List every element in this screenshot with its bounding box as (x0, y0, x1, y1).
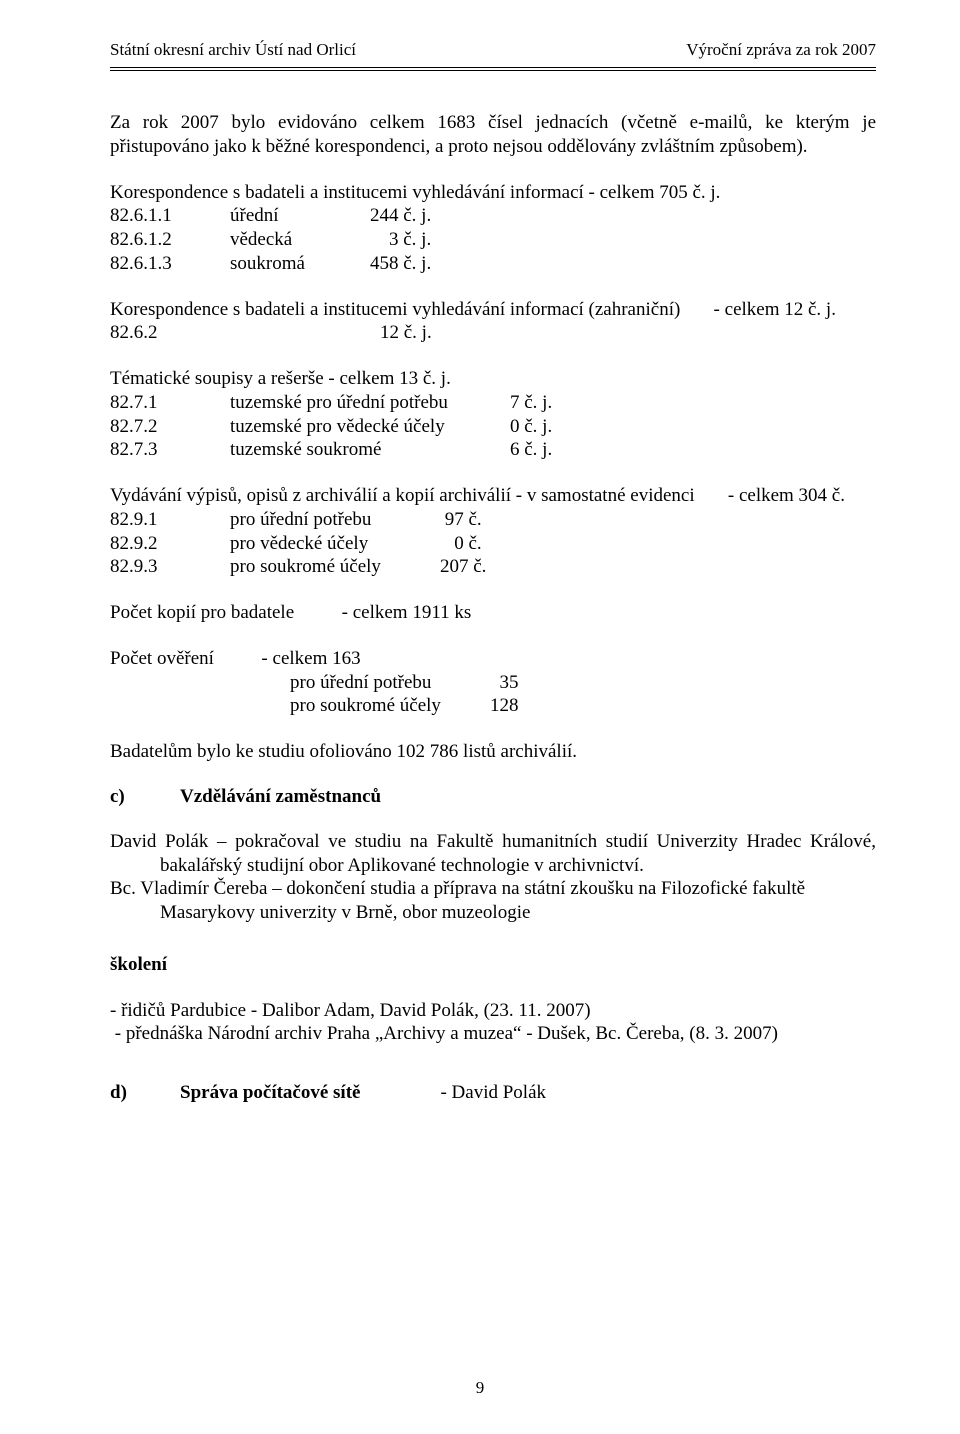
count: 97 č. (440, 508, 482, 532)
code: 82.6.1.2 (110, 228, 230, 252)
count: 244 č. j. (370, 204, 431, 228)
list-item: 82.6.1.3 soukromá 458 č. j. (110, 252, 876, 276)
section-title: Správa počítačové sítě (180, 1082, 360, 1104)
count: 3 č. j. (370, 228, 431, 252)
list-item: 82.6.1.1 úřední 244 č. j. (110, 204, 876, 228)
list-item: 82.7.3 tuzemské soukromé 6 č. j. (110, 438, 876, 462)
label: pro soukromé účely (290, 694, 490, 718)
label: tuzemské pro vědecké účely (230, 415, 510, 439)
skoleni-title: školení (110, 953, 876, 977)
label: pro úřední potřebu (230, 508, 440, 532)
list-item: pro úřední potřebu 35 (110, 671, 876, 695)
section-title: Vzdělávání zaměstnanců (180, 786, 381, 808)
code: 82.6.1.1 (110, 204, 230, 228)
code: 82.6.2 (110, 321, 230, 345)
page: Státní okresní archiv Ústí nad Orlicí Vý… (0, 0, 960, 1434)
skoleni-list: - řidičů Pardubice - Dalibor Adam, David… (110, 999, 876, 1047)
code: 82.9.1 (110, 508, 230, 532)
label: pro soukromé účely (230, 555, 440, 579)
label (230, 321, 380, 345)
t-title: Tématické soupisy a rešerše - celkem 13 … (110, 367, 876, 391)
section-label: c) (110, 786, 180, 808)
header-rule-1 (110, 67, 876, 68)
code: 82.9.3 (110, 555, 230, 579)
section-d-head: d) Správa počítačové sítě - David Polák (110, 1082, 876, 1104)
intro-paragraph: Za rok 2007 bylo evidováno celkem 1683 č… (110, 111, 876, 159)
count: 35 (490, 671, 519, 695)
label: úřední (230, 204, 370, 228)
label: soukromá (230, 252, 370, 276)
label: tuzemské pro úřední potřebu (230, 391, 510, 415)
label: tuzemské soukromé (230, 438, 510, 462)
list-item: 82.6.2 12 č. j. (110, 321, 876, 345)
code: 82.6.1.3 (110, 252, 230, 276)
count: 0 č. j. (510, 415, 552, 439)
count: 0 č. (440, 532, 482, 556)
label: pro vědecké účely (230, 532, 440, 556)
v-title: Vydávání výpisů, opisů z archiválií a ko… (110, 484, 876, 508)
count: 128 (490, 694, 519, 718)
section-c-head: c) Vzdělávání zaměstnanců (110, 786, 876, 808)
overeni-head: Počet ověření - celkem 163 (110, 647, 876, 671)
skoleni-line-2: - přednáška Národní archiv Praha „Archiv… (110, 1022, 876, 1046)
korespondence-domestic: Korespondence s badateli a institucemi v… (110, 181, 876, 276)
count: 7 č. j. (510, 391, 552, 415)
list-item: 82.7.2 tuzemské pro vědecké účely 0 č. j… (110, 415, 876, 439)
k2-title: Korespondence s badateli a institucemi v… (110, 298, 876, 322)
count: 12 č. j. (380, 321, 432, 345)
code: 82.7.3 (110, 438, 230, 462)
korespondence-foreign: Korespondence s badateli a institucemi v… (110, 298, 876, 346)
k1-title: Korespondence s badateli a institucemi v… (110, 181, 876, 205)
code: 82.7.1 (110, 391, 230, 415)
count: 207 č. (440, 555, 486, 579)
header: Státní okresní archiv Ústí nad Orlicí Vý… (110, 40, 876, 64)
badatelum-line: Badatelům bylo ke studiu ofoliováno 102 … (110, 740, 876, 764)
section-label: d) (110, 1082, 180, 1104)
page-number: 9 (0, 1378, 960, 1398)
edu-line-1: David Polák – pokračoval ve studiu na Fa… (110, 830, 876, 878)
education-paragraph: David Polák – pokračoval ve studiu na Fa… (110, 830, 876, 925)
header-left: Státní okresní archiv Ústí nad Orlicí (110, 40, 356, 60)
section-extra: - David Polák (440, 1082, 546, 1104)
list-item: 82.6.1.2 vědecká 3 č. j. (110, 228, 876, 252)
code: 82.9.2 (110, 532, 230, 556)
header-right: Výroční zpráva za rok 2007 (686, 40, 876, 60)
code: 82.7.2 (110, 415, 230, 439)
list-item: 82.9.1 pro úřední potřebu 97 č. (110, 508, 876, 532)
label: pro úřední potřebu (290, 671, 490, 695)
skoleni-line-1: - řidičů Pardubice - Dalibor Adam, David… (110, 999, 876, 1023)
vydavani-vypisu: Vydávání výpisů, opisů z archiválií a ko… (110, 484, 876, 579)
tematicke-soupisy: Tématické soupisy a rešerše - celkem 13 … (110, 367, 876, 462)
label: vědecká (230, 228, 370, 252)
edu-line-2b: Masarykovy univerzity v Brně, obor muzeo… (110, 901, 876, 925)
header-rule-2 (110, 70, 876, 71)
kopie-line: Počet kopií pro badatele - celkem 1911 k… (110, 601, 876, 625)
edu-line-2a: Bc. Vladimír Čereba – dokončení studia a… (110, 877, 876, 901)
list-item: 82.9.3 pro soukromé účely 207 č. (110, 555, 876, 579)
list-item: pro soukromé účely 128 (110, 694, 876, 718)
count: 458 č. j. (370, 252, 431, 276)
list-item: 82.9.2 pro vědecké účely 0 č. (110, 532, 876, 556)
count: 6 č. j. (510, 438, 552, 462)
overeni: Počet ověření - celkem 163 pro úřední po… (110, 647, 876, 718)
list-item: 82.7.1 tuzemské pro úřední potřebu 7 č. … (110, 391, 876, 415)
